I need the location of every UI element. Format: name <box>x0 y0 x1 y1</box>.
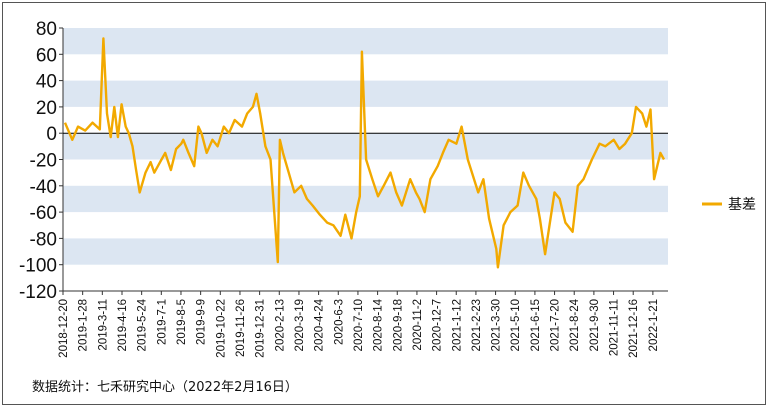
grid-band <box>63 28 668 55</box>
x-tick-label: 2020-9-18 <box>392 299 404 351</box>
x-tick-label: 2019-12-31 <box>255 299 267 358</box>
y-tick-label: -80 <box>30 229 57 250</box>
x-tick-label: 2021-12-16 <box>628 299 640 358</box>
x-tick-label: 2020-8-14 <box>373 298 385 351</box>
x-tick-label: 2021-8-24 <box>569 298 581 351</box>
x-tick-label: 2019-1-28 <box>78 299 90 351</box>
x-tick-label: 2020-3-19 <box>294 299 306 351</box>
x-tick-label: 2019-5-24 <box>137 298 149 351</box>
x-axis: 2018-12-20 2019-1-28 2019-3-11 2019-4-16 201… <box>58 290 668 358</box>
y-axis: 80 60 40 20 0 -20 -40 -60 -80 -100 -120 <box>19 19 668 303</box>
legend: 基差 <box>702 196 756 213</box>
x-tick-label: 2019-7-1 <box>156 299 168 345</box>
x-tick-label: 2021-7-20 <box>550 299 562 351</box>
x-tick-label: 2020-7-10 <box>353 299 365 351</box>
x-tick-label: 2021-2-23 <box>471 299 483 351</box>
x-tick-label: 2021-11-11 <box>609 299 621 356</box>
x-tick-label: 2021-1-12 <box>451 299 463 351</box>
y-tick-label: 0 <box>46 124 57 145</box>
x-tick-label: 2019-10-22 <box>215 299 227 358</box>
x-tick-label: 2021-3-30 <box>491 299 503 351</box>
y-tick-label: -40 <box>30 177 57 198</box>
y-tick-label: 80 <box>36 19 57 40</box>
y-tick-label: 40 <box>36 72 57 93</box>
x-tick-label: 2020-2-13 <box>274 299 286 351</box>
x-tick-label: 2020-4-24 <box>314 298 326 351</box>
y-tick-label: -120 <box>19 282 57 303</box>
x-tick-label: 2020-6-3 <box>333 299 345 345</box>
series-line-basis <box>63 37 666 269</box>
y-tick-label: -20 <box>30 151 57 172</box>
source-note: 数据统计：七禾研究中心（2022年2月16日） <box>32 380 298 395</box>
y-tick-label: 20 <box>36 98 57 119</box>
x-tick-label: 2020-11-2 <box>412 299 424 351</box>
grid-band <box>63 238 668 265</box>
y-tick-label: 60 <box>36 45 57 66</box>
x-tick-label: 2019-9-9 <box>196 299 208 345</box>
grid-band <box>63 185 668 213</box>
x-tick-label: 2018-12-20 <box>58 299 70 358</box>
x-tick-label: 2021-9-30 <box>589 299 601 351</box>
grid-band <box>63 80 668 107</box>
x-tick-label: 2020-12-7 <box>432 299 444 351</box>
legend-label: 基差 <box>728 196 756 213</box>
y-tick-label: -60 <box>30 203 57 224</box>
x-tick-label: 2022-1-21 <box>648 299 660 351</box>
series-group <box>63 37 666 269</box>
x-tick-label: 2021-5-10 <box>510 299 522 351</box>
y-tick-label: -100 <box>19 256 57 277</box>
x-tick-label: 2019-11-26 <box>235 299 247 357</box>
x-tick-label: 2019-8-5 <box>176 299 188 345</box>
x-tick-label: 2019-4-16 <box>117 299 129 351</box>
x-tick-label: 2021-6-15 <box>530 299 542 351</box>
x-tick-label: 2019-3-11 <box>97 299 109 351</box>
